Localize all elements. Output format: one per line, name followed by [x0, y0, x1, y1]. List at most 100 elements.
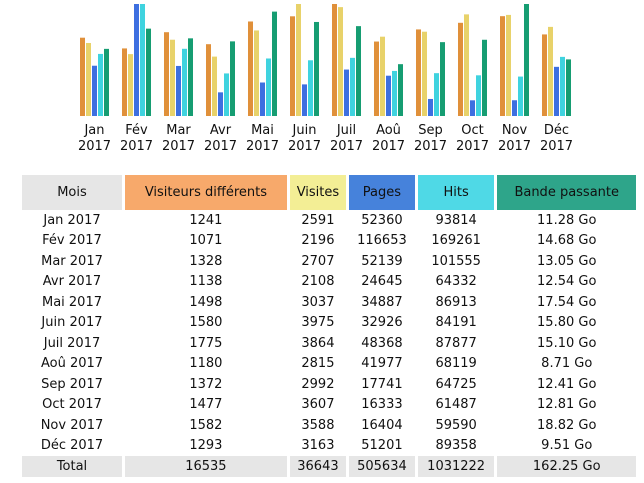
header-hits: Hits: [417, 175, 495, 210]
x-tick-year: 2017: [372, 139, 405, 154]
bar-visits: [296, 4, 301, 116]
bar-pages: [176, 65, 181, 116]
cell-bandwidth: 14.68 Go: [537, 233, 597, 249]
bar-bandwidth: [566, 59, 571, 116]
cell-pages: 116653: [357, 233, 407, 249]
bar-visitors: [206, 44, 211, 116]
bar-pages: [512, 100, 517, 116]
x-tick-year: 2017: [120, 139, 153, 154]
bar-pages: [428, 98, 433, 116]
bar-bandwidth: [272, 11, 277, 116]
bar-bandwidth: [188, 38, 193, 116]
bar-pages: [260, 82, 265, 116]
cell-pages: 16333: [361, 397, 403, 413]
cell-visitors: 1180: [189, 356, 223, 372]
x-tick-year: 2017: [288, 139, 321, 154]
bar-hits: [392, 70, 397, 116]
bar-visitors: [416, 29, 421, 116]
cell-visitors: 1241: [189, 212, 223, 228]
cell-month: Juil 2017: [43, 335, 101, 351]
cell-visits: 36643: [289, 456, 347, 477]
bar-visitors: [80, 37, 85, 116]
cell-month: Nov 2017: [40, 417, 104, 433]
bar-visitors: [164, 32, 169, 116]
cell-month: Fév 2017: [42, 233, 102, 249]
cell-visits: 2108: [301, 274, 335, 290]
cell-bandwidth: 162.25 Go: [497, 456, 636, 477]
cell-visits: 3588: [301, 417, 335, 433]
cell-visitors: 1477: [189, 397, 223, 413]
bar-visitors: [542, 34, 547, 116]
bar-visits: [86, 42, 91, 116]
cell-pages: 505634: [349, 456, 415, 477]
bar-visits: [128, 54, 133, 116]
cell-bandwidth: 17.54 Go: [537, 294, 597, 310]
cell-hits: 84191: [435, 315, 477, 331]
cell-bandwidth: 9.51 Go: [541, 438, 593, 454]
x-tick-month: Oct: [461, 123, 483, 138]
cell-pages: 34887: [361, 294, 403, 310]
cell-hits: 86913: [435, 294, 477, 310]
x-tick-month: Jan: [83, 123, 104, 138]
bar-visitors: [332, 4, 337, 116]
cell-pages: 48368: [361, 335, 403, 351]
cell-bandwidth: 15.10 Go: [537, 335, 597, 351]
bar-bandwidth: [146, 28, 151, 116]
cell-pages: 52139: [361, 253, 403, 269]
bar-visits: [380, 36, 385, 116]
cell-bandwidth: 8.71 Go: [541, 356, 593, 372]
cell-month: Juin 2017: [41, 315, 103, 331]
cell-month: Mar 2017: [41, 253, 103, 269]
cell-visitors: 1498: [189, 294, 223, 310]
cell-bandwidth: 18.82 Go: [537, 417, 597, 433]
x-tick-month: Déc: [544, 123, 569, 138]
bar-visits: [548, 26, 553, 116]
cell-hits: 101555: [431, 253, 481, 269]
x-tick-month: Avr: [210, 123, 232, 138]
x-tick-year: 2017: [162, 139, 195, 154]
cell-visitors: 1372: [189, 376, 223, 392]
bar-visits: [254, 30, 259, 116]
bar-hits: [476, 75, 481, 116]
table-total-row: Total 16535 36643 505634 1031222 162.25 Go: [22, 456, 636, 477]
cell-hits: 1031222: [417, 456, 495, 477]
x-tick-year: 2017: [456, 139, 489, 154]
header-visits: Visites: [289, 175, 347, 210]
bar-visitors: [374, 41, 379, 116]
cell-bandwidth: 12.41 Go: [537, 376, 597, 392]
cell-hits: 169261: [431, 233, 481, 249]
bar-hits: [140, 4, 145, 116]
x-tick-month: Fév: [125, 123, 148, 138]
bar-pages: [344, 69, 349, 116]
bar-bandwidth: [440, 42, 445, 116]
cell-hits: 87877: [435, 335, 477, 351]
bar-pages: [92, 65, 97, 116]
x-tick-month: Sep: [418, 123, 443, 138]
bar-visits: [170, 39, 175, 116]
bar-bandwidth: [482, 39, 487, 116]
bar-bandwidth: [398, 64, 403, 116]
cell-visits: 3975: [301, 315, 335, 331]
bar-pages: [134, 4, 139, 116]
x-tick-month: Aoû: [376, 123, 401, 138]
bar-hits: [98, 53, 103, 116]
bar-visitors: [458, 22, 463, 116]
cell-hits: 68119: [435, 356, 477, 372]
bar-bandwidth: [314, 21, 319, 117]
cell-visits: 3607: [301, 397, 335, 413]
bar-hits: [518, 76, 523, 116]
x-tick-year: 2017: [498, 139, 531, 154]
cell-visitors: 1328: [189, 253, 223, 269]
table-row: Aoû 2017 1180 2815 41977 68119 8.71 Go: [22, 354, 636, 375]
cell-month: Total: [22, 456, 122, 477]
bar-hits: [560, 56, 565, 116]
cell-bandwidth: 12.54 Go: [537, 274, 597, 290]
bar-bandwidth: [104, 48, 109, 116]
bar-bandwidth: [356, 26, 361, 116]
bar-visitors: [248, 21, 253, 116]
x-tick-year: 2017: [414, 139, 447, 154]
monthly-stats-table: Mois Visiteurs différents Visites Pages …: [19, 175, 639, 477]
cell-visitors: 1580: [189, 315, 223, 331]
cell-visits: 2196: [301, 233, 335, 249]
cell-pages: 51201: [361, 438, 403, 454]
